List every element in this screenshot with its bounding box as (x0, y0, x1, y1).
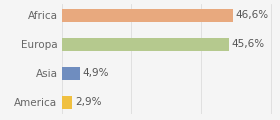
Bar (62, 96, 72, 109)
Text: 2,9%: 2,9% (75, 97, 102, 107)
Bar (62, 38, 229, 51)
Text: 45,6%: 45,6% (232, 39, 265, 49)
Text: 46,6%: 46,6% (235, 10, 269, 20)
Bar (62, 67, 80, 80)
Bar (62, 9, 233, 22)
Text: 4,9%: 4,9% (83, 68, 109, 78)
